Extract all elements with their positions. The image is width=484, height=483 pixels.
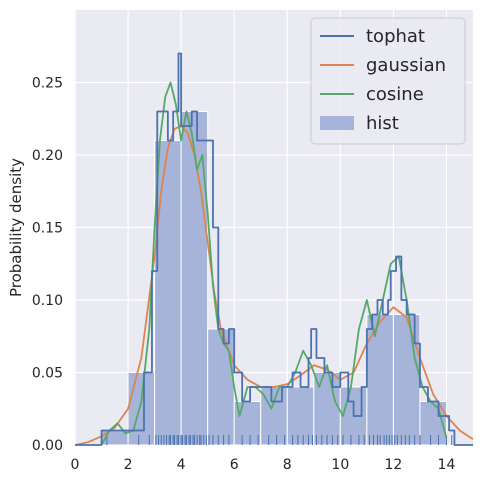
legend: tophat gaussian cosine hist	[310, 17, 466, 145]
x-tick-label: 12	[384, 457, 402, 473]
histogram-bar	[286, 386, 315, 446]
y-tick-label: 0.05	[32, 366, 63, 382]
x-tick-label: 14	[438, 457, 456, 473]
histogram-bar	[207, 328, 235, 446]
legend-swatch-hist	[320, 116, 354, 130]
x-axis-ticks: 0 2 4 6 8 10 12 14	[71, 457, 456, 473]
legend-label-gaussian: gaussian	[366, 55, 446, 76]
x-tick-label: 6	[230, 457, 239, 473]
x-tick-label: 2	[124, 457, 133, 473]
series-line-tophat	[75, 52, 473, 446]
histogram-bars	[101, 111, 447, 446]
legend-label-cosine: cosine	[366, 84, 424, 105]
histogram-bar	[366, 314, 394, 446]
x-tick-label: 0	[71, 457, 80, 473]
x-tick-label: 10	[331, 457, 349, 473]
y-axis-label: Probability density	[7, 158, 25, 297]
y-tick-label: 0.15	[32, 221, 63, 237]
legend-label-hist: hist	[366, 113, 399, 134]
legend-box	[310, 17, 466, 145]
histogram-bar	[127, 372, 156, 446]
x-tick-label: 8	[283, 457, 292, 473]
y-tick-label: 0.20	[32, 148, 63, 164]
histogram-bar	[154, 140, 182, 446]
y-tick-label: 0.00	[32, 438, 63, 454]
density-lines	[74, 52, 474, 446]
histogram-bar	[392, 314, 421, 446]
y-tick-label: 0.10	[32, 293, 63, 309]
y-axis-ticks: 0.00 0.05 0.10 0.15 0.20 0.25	[32, 76, 63, 455]
x-tick-label: 4	[177, 457, 186, 473]
y-tick-label: 0.25	[32, 76, 63, 92]
rug-marks	[106, 435, 453, 445]
legend-label-tophat: tophat	[366, 26, 425, 47]
